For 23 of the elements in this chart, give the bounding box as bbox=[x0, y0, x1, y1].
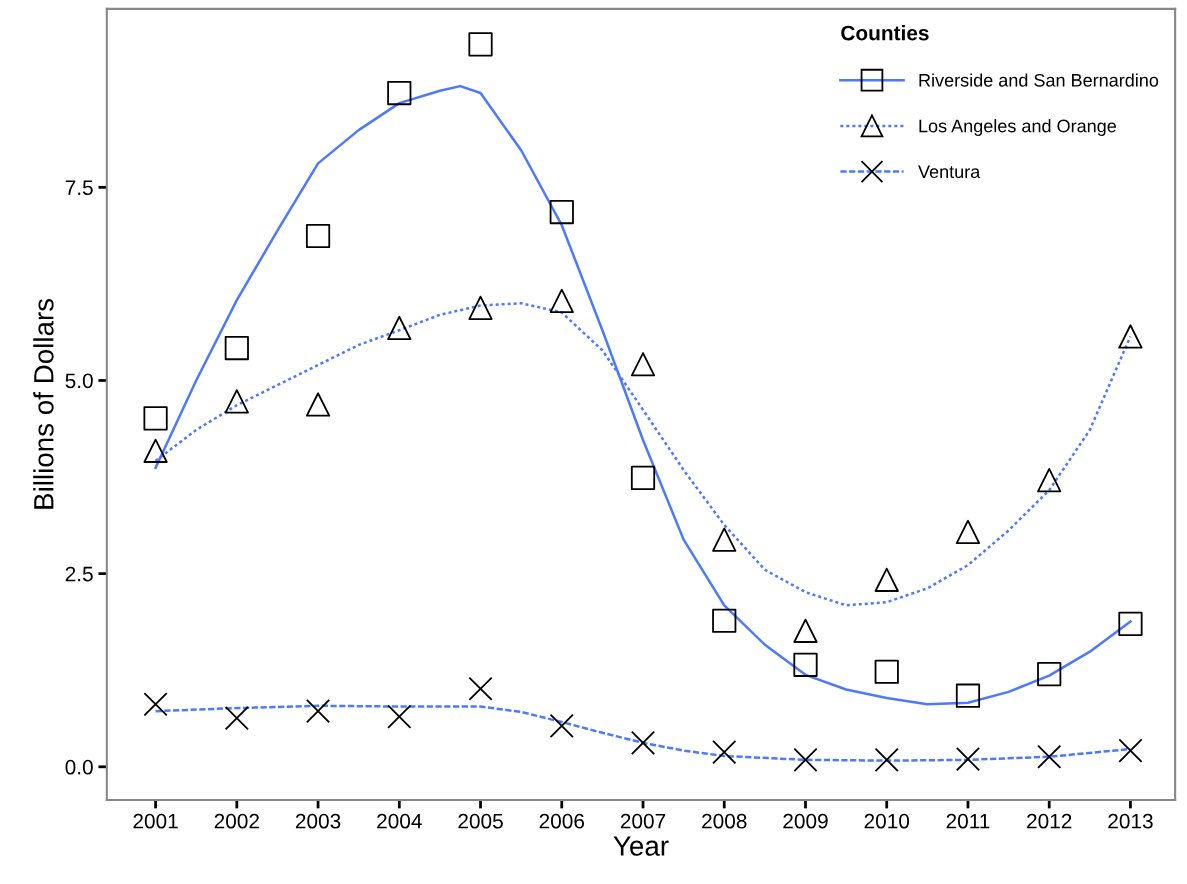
y-tick-label: 2.5 bbox=[65, 566, 93, 582]
x-tick-label: 2005 bbox=[458, 813, 503, 829]
y-tick-label: 7.5 bbox=[65, 180, 93, 196]
x-tick-label: 2008 bbox=[702, 813, 747, 829]
x-tick-label: 2012 bbox=[1027, 813, 1072, 829]
x-axis-title: Year bbox=[613, 836, 669, 856]
y-axis-title: Billions of Dollars bbox=[33, 298, 54, 509]
legend-label: Los Angeles and Orange bbox=[919, 119, 1116, 136]
x-tick-label: 2002 bbox=[214, 813, 259, 829]
y-tick-label: 0.0 bbox=[65, 759, 93, 775]
x-tick-label: 2007 bbox=[620, 813, 666, 829]
x-tick-label: 2003 bbox=[295, 813, 341, 829]
x-tick-label: 2010 bbox=[864, 813, 910, 829]
x-tick-label: 2011 bbox=[946, 813, 990, 829]
x-tick-label: 2001 bbox=[133, 813, 178, 829]
x-tick-label: 2006 bbox=[539, 813, 585, 829]
x-tick-label: 2013 bbox=[1108, 813, 1153, 829]
x-tick-label: 2009 bbox=[783, 813, 828, 829]
legend-title: Counties bbox=[841, 25, 929, 41]
legend-label: Ventura bbox=[918, 165, 981, 179]
legend-label: Riverside and San Bernardino bbox=[919, 73, 1159, 87]
x-tick-label: 2004 bbox=[377, 813, 422, 829]
y-tick-label: 5.0 bbox=[65, 373, 93, 389]
